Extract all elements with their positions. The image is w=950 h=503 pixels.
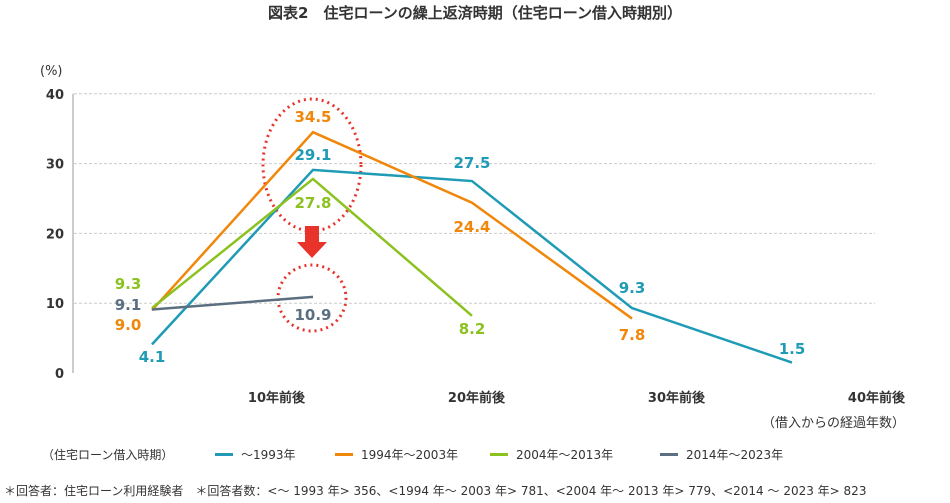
data-label: 27.8 [294, 194, 331, 212]
legend-label: 1994年～2003年 [361, 448, 459, 462]
y-tick-label: 20 [46, 227, 64, 242]
legend-swatch [335, 453, 353, 456]
x-tick-label: 20年前後 [448, 390, 506, 406]
series-line [151, 177, 473, 317]
legend-label: 2004年～2013年 [516, 448, 614, 462]
data-label: 29.1 [294, 146, 331, 164]
series-line [151, 168, 793, 364]
data-label: 7.8 [619, 326, 646, 344]
data-label: 34.5 [294, 108, 331, 126]
data-label: 9.1 [115, 296, 142, 314]
legend-label: 2014年～2023年 [686, 448, 784, 462]
highlight-circle [276, 263, 348, 333]
data-label: 1.5 [779, 340, 806, 358]
down-arrow-icon [297, 226, 327, 258]
x-axis-label: （借入からの経過年数） [762, 416, 905, 431]
data-label: 4.1 [139, 348, 166, 366]
legend-item: 2004年～2013年 [490, 446, 613, 463]
data-label: 8.2 [459, 320, 486, 338]
y-tick-label: 40 [46, 88, 64, 103]
data-label: 9.3 [619, 279, 646, 297]
legend-item: 1994年～2003年 [335, 446, 458, 463]
chart-title: 図表2 住宅ローンの繰上返済時期（住宅ローン借入時期別） [268, 4, 682, 22]
legend-swatch [215, 453, 233, 456]
data-label: 24.4 [453, 218, 490, 236]
line-chart: (%) 0 10 20 30 40 10年前後 20年前後 30年前後 40年前後 （借入からの経過… [40, 64, 906, 431]
series-line [151, 295, 314, 311]
legend-swatch [490, 453, 508, 456]
series-line [151, 130, 633, 320]
y-axis-unit: (%) [40, 64, 63, 79]
x-tick-label: 30年前後 [648, 390, 706, 406]
x-tick-label: 40年前後 [848, 390, 906, 406]
data-label: 10.9 [294, 306, 331, 324]
x-tick-label: 10年前後 [248, 390, 306, 406]
footnote: ＊回答者：住宅ローン利用経験者 ＊回答者数：<～ 1993 年> 356、<19… [4, 484, 867, 498]
data-label: 9.0 [115, 316, 142, 334]
data-label: 27.5 [453, 154, 490, 172]
y-tick-label: 30 [46, 158, 64, 173]
legend-item: 2014年～2023年 [660, 446, 783, 463]
y-tick-label: 10 [46, 297, 64, 312]
legend-title: （住宅ローン借入時期） [42, 448, 174, 462]
legend-label: ～1993年 [241, 448, 296, 462]
data-label: 9.3 [115, 275, 142, 293]
legend-swatch [660, 453, 678, 456]
legend-item: ～1993年 [215, 446, 296, 463]
y-tick-label: 0 [55, 367, 64, 382]
